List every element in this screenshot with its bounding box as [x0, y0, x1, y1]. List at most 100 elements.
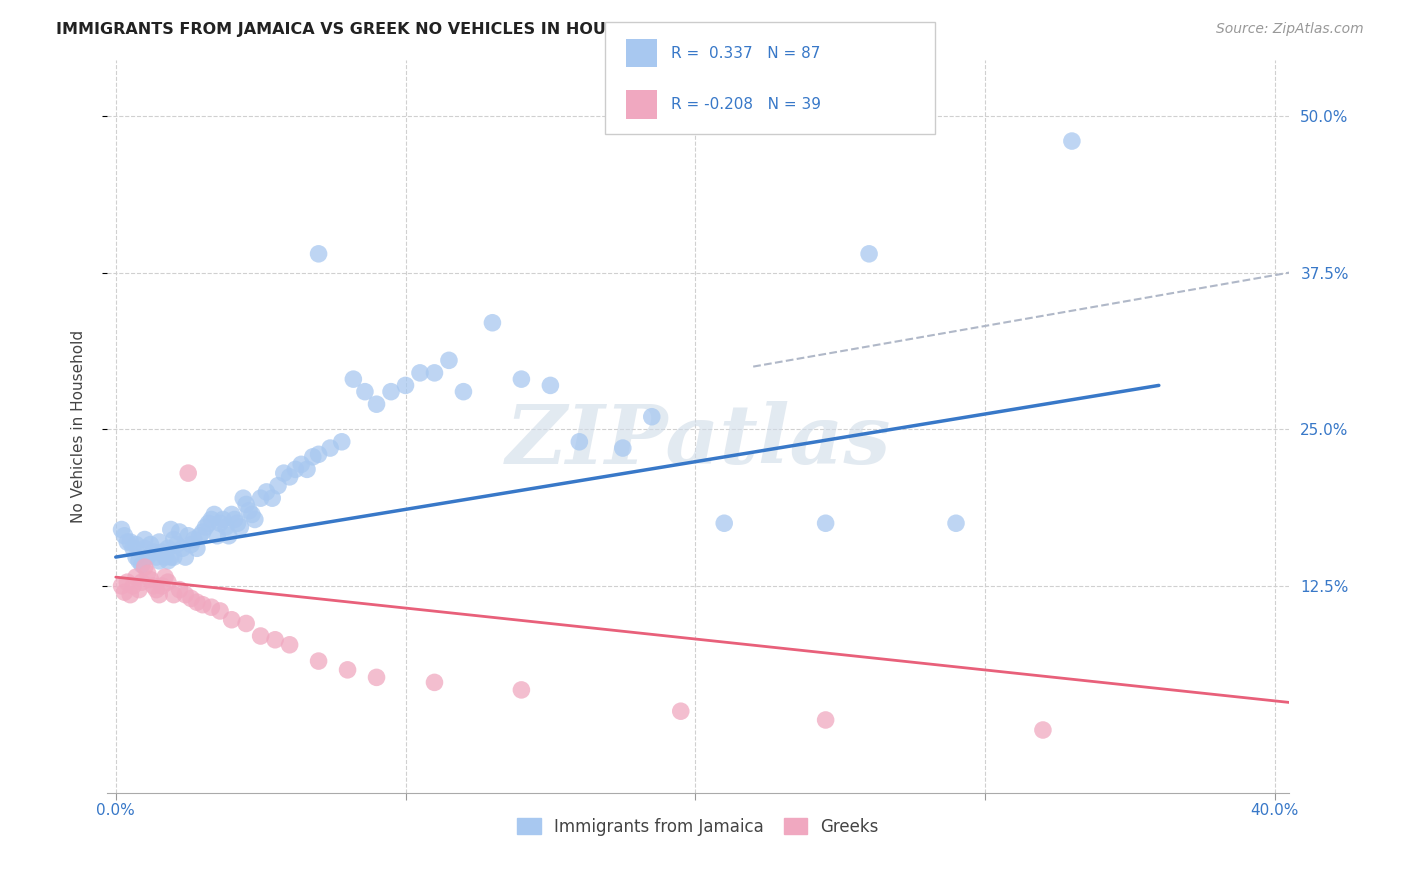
Text: R = -0.208   N = 39: R = -0.208 N = 39	[671, 97, 821, 112]
Point	[380, 384, 402, 399]
Point	[139, 537, 162, 551]
Point	[212, 512, 235, 526]
Point	[117, 575, 139, 590]
Point	[301, 450, 323, 464]
Point	[117, 535, 139, 549]
Point	[128, 582, 150, 597]
Point	[153, 550, 176, 565]
Point	[669, 704, 692, 718]
Point	[232, 491, 254, 505]
Point	[278, 470, 301, 484]
Point	[191, 598, 214, 612]
Point	[814, 516, 837, 531]
Point	[510, 682, 533, 697]
Point	[148, 535, 170, 549]
Point	[319, 441, 342, 455]
Text: ZIPatlas: ZIPatlas	[505, 401, 891, 481]
Point	[197, 516, 219, 531]
Point	[354, 384, 377, 399]
Point	[188, 529, 211, 543]
Point	[240, 508, 263, 522]
Legend: Immigrants from Jamaica, Greeks: Immigrants from Jamaica, Greeks	[517, 818, 879, 836]
Text: Source: ZipAtlas.com: Source: ZipAtlas.com	[1216, 22, 1364, 37]
Point	[284, 462, 307, 476]
Point	[120, 588, 142, 602]
Point	[136, 550, 159, 565]
Point	[156, 541, 179, 556]
Point	[814, 713, 837, 727]
Point	[163, 588, 186, 602]
Point	[153, 570, 176, 584]
Point	[128, 554, 150, 568]
Point	[134, 541, 156, 556]
Point	[249, 491, 271, 505]
Point	[122, 541, 145, 556]
Point	[308, 654, 330, 668]
Point	[139, 573, 162, 587]
Point	[125, 570, 148, 584]
Point	[290, 458, 312, 472]
Point	[174, 588, 197, 602]
Point	[186, 595, 208, 609]
Point	[136, 566, 159, 581]
Point	[243, 512, 266, 526]
Point	[142, 545, 165, 559]
Point	[366, 670, 388, 684]
Point	[713, 516, 735, 531]
Point	[409, 366, 432, 380]
Point	[273, 466, 295, 480]
Point	[254, 484, 277, 499]
Point	[235, 498, 257, 512]
Point	[612, 441, 634, 455]
Point	[150, 579, 173, 593]
Point	[1032, 723, 1054, 737]
Point	[221, 613, 243, 627]
Point	[174, 550, 197, 565]
Point	[226, 516, 249, 531]
Point	[215, 520, 238, 534]
Point	[191, 524, 214, 539]
Point	[194, 520, 217, 534]
Point	[120, 535, 142, 549]
Point	[437, 353, 460, 368]
Point	[308, 247, 330, 261]
Point	[177, 529, 200, 543]
Point	[481, 316, 503, 330]
Point	[131, 558, 153, 572]
Point	[172, 541, 194, 556]
Point	[330, 434, 353, 449]
Point	[163, 533, 186, 547]
Text: 40.0%: 40.0%	[1250, 803, 1299, 818]
Point	[366, 397, 388, 411]
Point	[538, 378, 561, 392]
Point	[169, 582, 191, 597]
Point	[114, 529, 136, 543]
Point	[156, 554, 179, 568]
Point	[134, 560, 156, 574]
Point	[180, 591, 202, 606]
Point	[308, 447, 330, 461]
Point	[110, 579, 132, 593]
Point	[568, 434, 591, 449]
Point	[1060, 134, 1083, 148]
Point	[177, 466, 200, 480]
Point	[183, 533, 205, 547]
Point	[166, 537, 188, 551]
Point	[180, 537, 202, 551]
Point	[249, 629, 271, 643]
Point	[125, 537, 148, 551]
Point	[202, 508, 225, 522]
Point	[423, 366, 446, 380]
Point	[209, 604, 232, 618]
Point	[163, 550, 186, 565]
Text: 0.0%: 0.0%	[97, 803, 135, 818]
Point	[218, 529, 240, 543]
Point	[150, 545, 173, 559]
Point	[142, 579, 165, 593]
Point	[510, 372, 533, 386]
Text: IMMIGRANTS FROM JAMAICA VS GREEK NO VEHICLES IN HOUSEHOLD CORRELATION CHART: IMMIGRANTS FROM JAMAICA VS GREEK NO VEHI…	[56, 22, 877, 37]
Point	[423, 675, 446, 690]
Point	[264, 632, 287, 647]
Point	[159, 550, 181, 565]
Point	[114, 585, 136, 599]
